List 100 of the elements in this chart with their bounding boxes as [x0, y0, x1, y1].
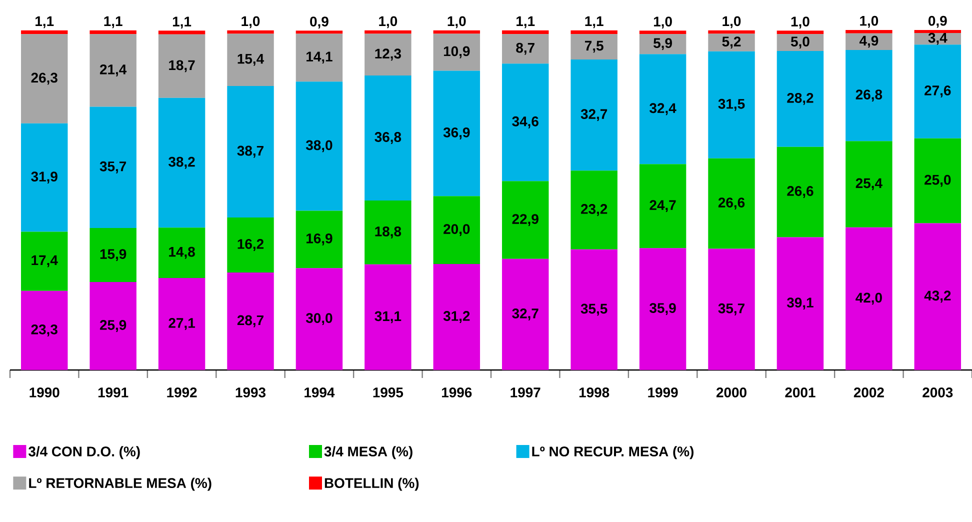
bar: [502, 34, 549, 64]
data-label: 32,4: [650, 103, 676, 116]
data-label: 36,9: [443, 127, 470, 140]
data-label: 25,4: [856, 178, 882, 190]
data-label: 36,8: [374, 132, 402, 144]
data-label: 42,0: [856, 292, 882, 305]
bar: [776, 30, 824, 34]
bar: [90, 106, 136, 228]
data-label: 0,9: [928, 16, 947, 28]
data-label: 0,9: [310, 16, 328, 28]
bar: [296, 34, 343, 82]
data-label: 28,2: [787, 92, 814, 105]
data-label: 26,6: [718, 198, 745, 210]
data-label: 26,6: [787, 186, 814, 198]
bar: [708, 248, 755, 370]
data-label: 35,9: [650, 303, 676, 315]
data-label: 10,9: [444, 46, 470, 58]
legend-label: Lº RETORNABLE MESA (%): [29, 478, 212, 491]
bar: [296, 82, 343, 211]
bar: [433, 34, 480, 71]
data-label: 14,1: [306, 52, 332, 64]
bar: [90, 34, 136, 107]
data-label: 8,7: [516, 42, 534, 55]
bar: [846, 30, 892, 34]
bar: [158, 228, 206, 278]
bar: [227, 272, 274, 370]
bar: [364, 76, 412, 201]
bar: [227, 34, 274, 86]
bar: [90, 282, 136, 370]
bar: [158, 34, 206, 98]
bar: [639, 30, 686, 34]
data-label: 12,3: [375, 48, 401, 61]
bar: [158, 278, 206, 370]
data-label: 43,2: [924, 290, 951, 303]
data-label: 25,9: [100, 320, 126, 332]
data-label: 35,5: [580, 304, 608, 316]
data-label: 1,0: [242, 16, 260, 28]
data-label: 26,8: [856, 90, 882, 102]
data-label: 16,2: [238, 239, 264, 251]
bar: [364, 264, 412, 370]
data-label: 20,0: [444, 224, 470, 236]
data-label: 38,2: [168, 156, 195, 169]
bar: [846, 227, 892, 370]
x-tick-label: 1999: [648, 388, 678, 398]
x-tick-label: 1996: [442, 388, 472, 398]
data-label: 1,1: [36, 16, 54, 28]
bar: [158, 98, 206, 228]
data-label: 27,1: [168, 318, 195, 330]
bar: [776, 34, 824, 52]
bar: [639, 34, 686, 54]
data-label: 30,0: [306, 313, 332, 325]
x-tick-label: 2003: [922, 388, 953, 398]
x-tick-label: 1991: [98, 388, 128, 398]
bar: [20, 123, 68, 232]
bar: [708, 158, 755, 249]
legend-label: BOTELLIN (%): [324, 478, 419, 491]
data-label: 26,3: [31, 72, 58, 85]
bar: [296, 210, 343, 268]
x-tick-label: 1998: [579, 388, 610, 398]
bar: [708, 51, 755, 158]
x-tick-label: 2001: [785, 388, 816, 398]
bar: [296, 268, 343, 370]
bar: [570, 34, 618, 60]
data-label: 21,4: [100, 64, 127, 76]
data-label: 1,1: [516, 16, 535, 28]
data-label: 15,4: [238, 54, 264, 66]
bar: [433, 196, 480, 264]
bar: [502, 258, 549, 370]
data-label: 31,1: [374, 311, 402, 324]
data-label: 38,7: [237, 146, 264, 158]
bar: [846, 33, 892, 50]
data-label: 17,4: [32, 255, 58, 268]
bar: [570, 249, 618, 370]
data-label: 16,9: [306, 233, 332, 246]
bar: [639, 248, 686, 370]
bar: [364, 34, 412, 76]
bar: [570, 170, 618, 250]
x-tick-label: 1997: [510, 388, 540, 398]
bar: [20, 34, 68, 124]
data-label: 18,8: [375, 226, 402, 238]
bar: [296, 30, 343, 34]
x-tick-label: 2002: [854, 388, 884, 398]
bar: [20, 290, 68, 370]
bar: [227, 217, 274, 273]
bar: [227, 86, 274, 218]
data-label: 1,1: [104, 16, 122, 28]
data-label: 1,0: [654, 16, 672, 28]
data-label: 15,9: [100, 249, 126, 261]
data-label: 35,7: [100, 161, 126, 174]
x-tick-label: 1994: [304, 388, 335, 398]
bar: [90, 30, 136, 34]
data-label: 5,9: [654, 38, 672, 50]
data-label: 25,0: [924, 174, 951, 187]
x-tick-label: 1993: [236, 388, 266, 398]
x-tick-label: 1990: [30, 388, 60, 398]
data-label: 34,6: [512, 116, 538, 128]
bar: [502, 64, 549, 182]
data-label: 22,9: [512, 214, 538, 226]
data-label: 23,3: [31, 324, 58, 336]
data-label: 35,7: [718, 303, 744, 316]
